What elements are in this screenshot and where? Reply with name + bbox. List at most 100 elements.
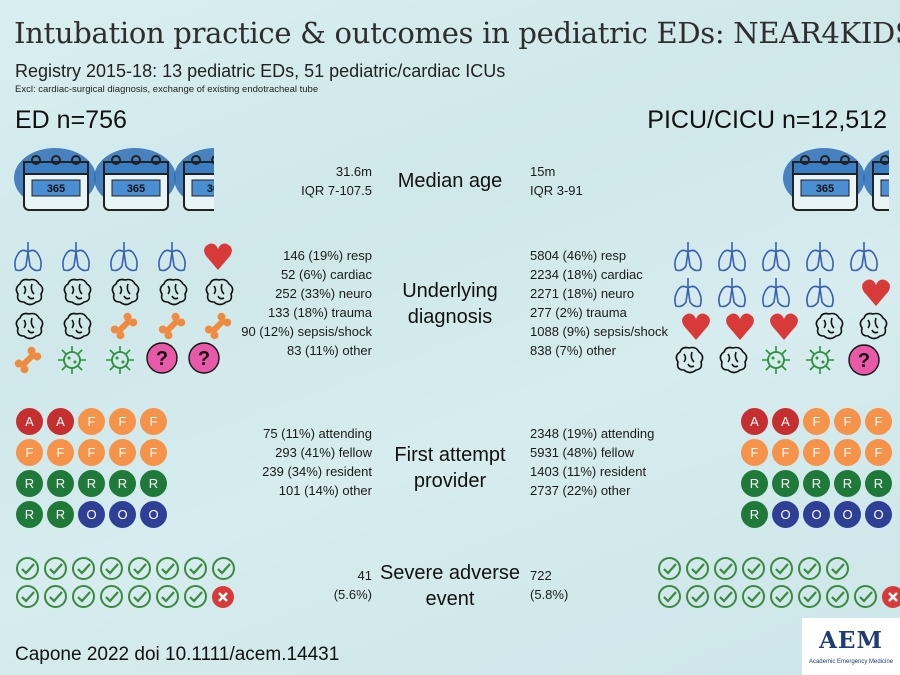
check-icon: [72, 557, 95, 580]
brain-icon: [15, 278, 44, 306]
diagnosis-label-line: Underlying: [402, 280, 498, 302]
check-icon: [128, 585, 151, 608]
ed-diagnosis-values: 146 (19%) resp 52 (6%) cardiac 252 (33%)…: [241, 246, 372, 360]
ed-provider-values: 75 (11%) attending 293 (41%) fellow 239 …: [262, 424, 372, 500]
bone-icon: [110, 312, 138, 340]
calendar-365-text: 365: [47, 183, 65, 195]
picu-calendar-icons: 365 365: [783, 148, 889, 218]
check-icon: [742, 557, 765, 580]
provider-circle: A: [47, 408, 74, 435]
provider-circle: A: [16, 408, 43, 435]
ed-diag-other: 83 (11%) other: [286, 343, 372, 358]
heart-icon: [726, 313, 754, 340]
question-icon: ?: [146, 342, 178, 374]
provider-circle: R: [803, 470, 830, 497]
provider-circle: O: [140, 501, 167, 528]
provider-circle: F: [803, 408, 830, 435]
subtitle: Registry 2015-18: 13 pediatric EDs, 51 p…: [15, 61, 506, 81]
lung-icon: [762, 278, 790, 308]
ed-age-median: 31.6m: [335, 164, 372, 179]
ed-adverse-pct: (5.6%): [333, 587, 372, 602]
provider-circle: O: [78, 501, 105, 528]
lung-icon: [762, 242, 790, 272]
provider-circle: O: [834, 501, 861, 528]
question-icon: ?: [188, 342, 220, 374]
provider-circle: F: [865, 439, 892, 466]
brain-icon: [205, 278, 234, 306]
brain-icon: [675, 346, 704, 374]
median-age-label-line: Median age: [397, 170, 503, 192]
adverse-label-line: Severe adverse: [379, 562, 521, 584]
check-icon: [156, 585, 179, 608]
adverse-label: Severe adverse event: [370, 560, 530, 612]
provider-circle: F: [16, 439, 43, 466]
ed-adverse-values: 41 (5.6%): [334, 566, 372, 604]
provider-circle: A: [741, 408, 768, 435]
question-icon: ?: [848, 344, 880, 376]
lung-icon: [806, 278, 834, 308]
brain-icon: [15, 312, 44, 340]
provider-circle: F: [47, 439, 74, 466]
virus-icon: [762, 346, 790, 374]
ed-diag-trauma: 133 (18%) trauma: [267, 305, 372, 320]
bone-icon: [204, 312, 232, 340]
virus-icon: [58, 346, 86, 374]
picu-diag-other: 838 (7%) other: [530, 343, 616, 358]
lung-icon: [850, 242, 878, 272]
brain-icon: [815, 312, 844, 340]
provider-circle: F: [741, 439, 768, 466]
provider-circle: F: [140, 439, 167, 466]
provider-circle: F: [78, 439, 105, 466]
median-age-label: Median age: [370, 168, 530, 194]
provider-circle: F: [109, 439, 136, 466]
exclusion-note: Excl: cardiac-surgical diagnosis, exchan…: [15, 84, 319, 95]
check-icon: [100, 585, 123, 608]
ed-diagnosis-icons: ??: [14, 242, 234, 374]
heart-icon: [682, 313, 710, 340]
picu-prov-attending: 2348 (19%) attending: [530, 426, 655, 441]
picu-adverse-pct: (5.8%): [530, 587, 569, 602]
brain-icon: [859, 312, 888, 340]
lung-icon: [806, 242, 834, 272]
provider-circle: R: [772, 470, 799, 497]
aem-logo: AEM Academic Emergency Medicine: [802, 618, 900, 675]
lung-icon: [718, 242, 746, 272]
citation: Capone 2022 doi 10.1111/acem.14431: [15, 644, 340, 665]
check-icon: [44, 585, 67, 608]
heart-icon: [862, 279, 890, 306]
svg-text:?: ?: [858, 350, 870, 372]
brain-icon: [719, 346, 748, 374]
calendar-365-text: 365: [127, 183, 145, 195]
picu-adverse-icons: [658, 557, 900, 613]
provider-circle: F: [772, 439, 799, 466]
calendar-365-text: 365: [816, 183, 834, 195]
check-icon: [826, 585, 849, 608]
check-icon: [658, 557, 681, 580]
logo-subtext: Academic Emergency Medicine: [808, 659, 894, 665]
provider-circle: F: [834, 439, 861, 466]
provider-circle: R: [834, 470, 861, 497]
bone-icon: [158, 312, 186, 340]
provider-circle: R: [741, 501, 768, 528]
ed-calendar-icons: 365 365 365: [14, 148, 214, 218]
virus-icon: [106, 346, 134, 374]
ed-diag-neuro: 252 (33%) neuro: [275, 286, 372, 301]
check-icon: [798, 585, 821, 608]
adverse-x-icon: [882, 586, 900, 608]
provider-circle: O: [772, 501, 799, 528]
provider-circle: O: [109, 501, 136, 528]
provider-circle: R: [47, 470, 74, 497]
picu-age-median: 15m: [530, 164, 556, 179]
provider-label: First attempt provider: [370, 442, 530, 494]
check-icon: [44, 557, 67, 580]
adverse-x-icon: [212, 586, 234, 608]
brain-icon: [159, 278, 188, 306]
picu-prov-other: 2737 (22%) other: [530, 483, 631, 498]
picu-group-title: PICU/CICU n=12,512: [647, 106, 887, 134]
brain-icon: [63, 312, 92, 340]
heart-icon: [204, 243, 232, 270]
check-icon: [658, 585, 681, 608]
heart-icon: [770, 313, 798, 340]
